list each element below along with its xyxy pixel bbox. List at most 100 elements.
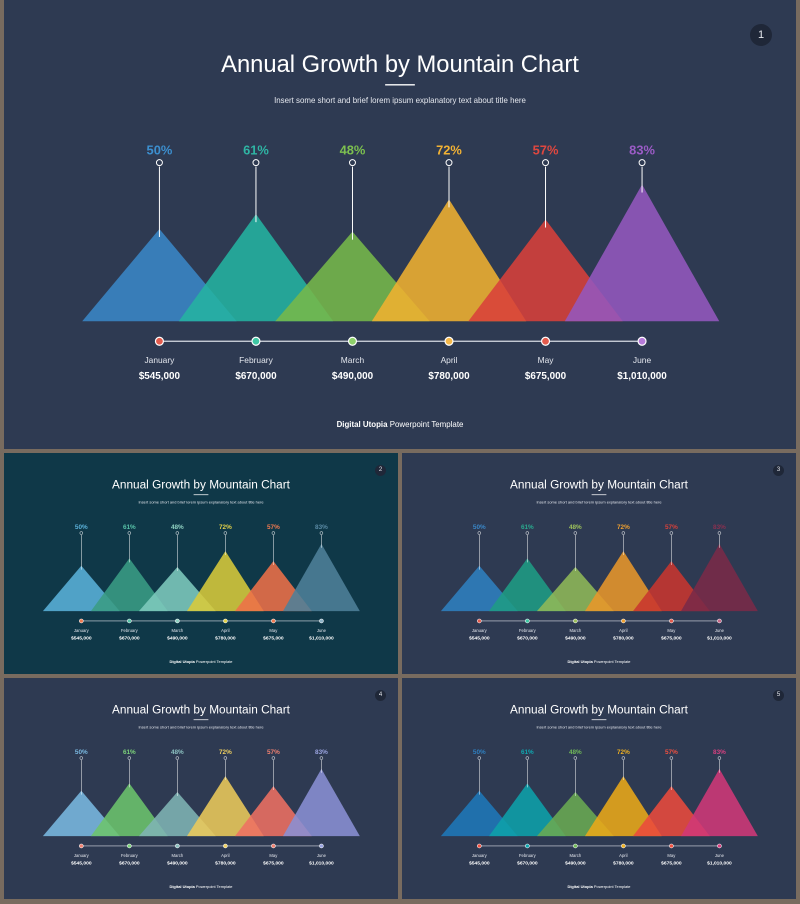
percent-label: 72%: [617, 524, 630, 531]
amount-label: $490,000: [565, 861, 586, 867]
pin-head: [271, 756, 276, 760]
mountain-june: [283, 543, 360, 612]
month-label: April: [221, 853, 229, 858]
slide-3[interactable]: Annual Growth by Mountain Chart Insert so…: [402, 453, 796, 674]
mountain-april: [186, 776, 264, 837]
slide-subtitle: Insert some short and brief lorem ipsum …: [536, 500, 661, 505]
mountain-february: [90, 558, 168, 612]
pin-head: [223, 531, 228, 535]
month-label: May: [667, 628, 676, 633]
slide-number-badge: 2: [375, 465, 386, 476]
footer-brand-bold: Digital Utopia: [567, 884, 593, 889]
timeline-dot: [319, 618, 324, 624]
amount-label: $1,010,000: [707, 636, 732, 642]
pin-head: [638, 159, 646, 167]
percent-label: 61%: [243, 143, 269, 158]
percent-label: 50%: [75, 524, 88, 531]
percent-label: 48%: [171, 749, 184, 756]
mountain-chart: Annual Growth by Mountain Chart Insert so…: [440, 477, 758, 664]
footer-brand-bold: Digital Utopia: [567, 659, 593, 664]
month-label: February: [519, 853, 537, 858]
mountain-february: [488, 783, 566, 837]
percent-label: 72%: [617, 749, 630, 756]
timeline-dot: [347, 336, 358, 346]
month-label: January: [74, 853, 90, 858]
slide-title: Annual Growth by Mountain Chart: [112, 702, 291, 716]
timeline-dot: [127, 843, 132, 849]
month-label: March: [172, 628, 184, 633]
month-label: January: [472, 853, 488, 858]
month-label: April: [619, 853, 627, 858]
timeline-dot: [79, 843, 84, 849]
footer-brand: Digital Utopia Powerpoint Template: [169, 659, 232, 664]
percent-label: 83%: [713, 524, 726, 531]
amount-label: $1,010,000: [309, 861, 334, 867]
footer-brand-rest: Powerpoint Template: [593, 884, 631, 889]
amount-label: $490,000: [167, 636, 188, 642]
month-label: February: [121, 628, 139, 633]
pin-head: [621, 756, 626, 760]
percent-label: 83%: [629, 143, 655, 158]
mountain-april: [584, 776, 662, 837]
percent-label: 57%: [665, 524, 678, 531]
slide-subtitle: Insert some short and brief lorem ipsum …: [536, 725, 661, 730]
slide-2[interactable]: Annual Growth by Mountain Chart Insert so…: [4, 453, 398, 674]
percent-label: 72%: [219, 749, 232, 756]
month-label: March: [172, 853, 184, 858]
timeline-dot: [223, 843, 228, 849]
pin-head: [271, 531, 276, 535]
amount-label: $780,000: [613, 861, 634, 867]
month-label: March: [341, 355, 365, 365]
slide-number-badge: 1: [750, 24, 772, 46]
timeline-dot: [251, 336, 261, 346]
slide-1[interactable]: Annual Growth by Mountain Chart Insert so…: [4, 0, 796, 449]
percent-label: 57%: [665, 749, 678, 756]
mountain-june: [283, 768, 360, 837]
timeline-dot: [525, 843, 530, 849]
slide-5[interactable]: Annual Growth by Mountain Chart Insert so…: [402, 678, 796, 899]
amount-label: $670,000: [119, 636, 140, 642]
mountain-june: [681, 768, 758, 837]
footer-brand-bold: Digital Utopia: [337, 420, 389, 429]
pin-head: [717, 756, 722, 760]
timeline-dot: [525, 618, 530, 624]
pin-head: [155, 159, 163, 167]
amount-label: $780,000: [215, 861, 236, 867]
amount-label: $490,000: [332, 371, 374, 382]
pin-head: [175, 756, 180, 760]
percent-label: 50%: [473, 749, 486, 756]
slide-number-badge: 3: [773, 465, 784, 476]
percent-label: 72%: [436, 143, 462, 158]
amount-label: $490,000: [167, 861, 188, 867]
amount-label: $545,000: [71, 861, 92, 867]
slide-number-badge: 4: [375, 690, 386, 701]
amount-label: $780,000: [613, 636, 634, 642]
pin-head: [319, 756, 324, 760]
month-label: June: [715, 628, 725, 633]
slide-4[interactable]: Annual Growth by Mountain Chart Insert so…: [4, 678, 398, 899]
amount-label: $545,000: [469, 636, 490, 642]
pin-head: [319, 531, 324, 535]
footer-brand: Digital Utopia Powerpoint Template: [337, 420, 464, 429]
timeline-dot: [717, 843, 722, 849]
timeline-dot: [271, 618, 276, 624]
timeline-dot: [223, 618, 228, 624]
percent-label: 72%: [219, 524, 232, 531]
timeline-dot: [444, 336, 454, 346]
pin-head: [445, 159, 453, 167]
month-label: February: [239, 355, 273, 365]
amount-label: $490,000: [565, 636, 586, 642]
pin-head: [79, 756, 84, 760]
month-label: February: [121, 853, 139, 858]
percent-label: 83%: [713, 749, 726, 756]
percent-label: 83%: [315, 524, 328, 531]
mountain-june: [681, 543, 758, 612]
timeline-dot: [573, 843, 578, 849]
amount-label: $675,000: [661, 636, 682, 642]
amount-label: $545,000: [469, 861, 490, 867]
mountain-june: [564, 184, 720, 322]
timeline-dot: [127, 618, 132, 624]
pin-head: [621, 531, 626, 535]
footer-brand-rest: Powerpoint Template: [593, 659, 631, 664]
pin-head: [717, 531, 722, 535]
